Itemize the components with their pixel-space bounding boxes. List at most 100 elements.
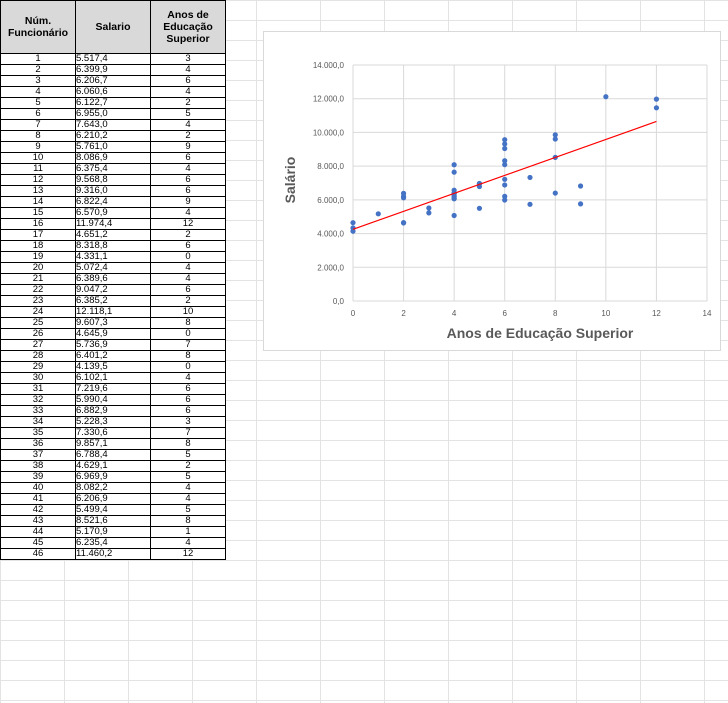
- cell-education-years[interactable]: 2: [150, 130, 226, 142]
- cell-education-years[interactable]: 6: [150, 405, 226, 417]
- cell-employee-number[interactable]: 2: [0, 64, 76, 76]
- cell-employee-number[interactable]: 22: [0, 284, 76, 296]
- cell-education-years[interactable]: 6: [150, 284, 226, 296]
- cell-education-years[interactable]: 6: [150, 394, 226, 406]
- cell-employee-number[interactable]: 44: [0, 526, 76, 538]
- cell-education-years[interactable]: 0: [150, 328, 226, 340]
- cell-salary[interactable]: 9.568,8: [75, 174, 151, 186]
- cell-salary[interactable]: 6.389,6: [75, 273, 151, 285]
- cell-salary[interactable]: 6.955,0: [75, 108, 151, 120]
- cell-salary[interactable]: 4.645,9: [75, 328, 151, 340]
- cell-education-years[interactable]: 4: [150, 207, 226, 219]
- cell-employee-number[interactable]: 7: [0, 119, 76, 131]
- cell-education-years[interactable]: 8: [150, 317, 226, 329]
- cell-salary[interactable]: 6.788,4: [75, 449, 151, 461]
- cell-salary[interactable]: 6.122,7: [75, 97, 151, 109]
- cell-education-years[interactable]: 5: [150, 504, 226, 516]
- cell-employee-number[interactable]: 38: [0, 460, 76, 472]
- cell-salary[interactable]: 9.857,1: [75, 438, 151, 450]
- cell-employee-number[interactable]: 29: [0, 361, 76, 373]
- cell-education-years[interactable]: 4: [150, 64, 226, 76]
- cell-employee-number[interactable]: 32: [0, 394, 76, 406]
- cell-salary[interactable]: 6.822,4: [75, 196, 151, 208]
- cell-salary[interactable]: 12.118,1: [75, 306, 151, 318]
- cell-employee-number[interactable]: 34: [0, 416, 76, 428]
- cell-education-years[interactable]: 9: [150, 196, 226, 208]
- cell-education-years[interactable]: 4: [150, 482, 226, 494]
- cell-education-years[interactable]: 4: [150, 86, 226, 98]
- cell-employee-number[interactable]: 45: [0, 537, 76, 549]
- cell-employee-number[interactable]: 33: [0, 405, 76, 417]
- cell-education-years[interactable]: 8: [150, 350, 226, 362]
- cell-salary[interactable]: 8.082,2: [75, 482, 151, 494]
- cell-education-years[interactable]: 4: [150, 163, 226, 175]
- cell-employee-number[interactable]: 16: [0, 218, 76, 230]
- cell-salary[interactable]: 6.882,9: [75, 405, 151, 417]
- cell-employee-number[interactable]: 10: [0, 152, 76, 164]
- cell-employee-number[interactable]: 23: [0, 295, 76, 307]
- cell-education-years[interactable]: 6: [150, 185, 226, 197]
- cell-employee-number[interactable]: 3: [0, 75, 76, 87]
- cell-salary[interactable]: 6.206,7: [75, 75, 151, 87]
- cell-salary[interactable]: 6.210,2: [75, 130, 151, 142]
- cell-employee-number[interactable]: 41: [0, 493, 76, 505]
- cell-employee-number[interactable]: 25: [0, 317, 76, 329]
- cell-employee-number[interactable]: 19: [0, 251, 76, 263]
- cell-salary[interactable]: 6.399,9: [75, 64, 151, 76]
- cell-employee-number[interactable]: 8: [0, 130, 76, 142]
- cell-education-years[interactable]: 10: [150, 306, 226, 318]
- cell-education-years[interactable]: 5: [150, 471, 226, 483]
- cell-salary[interactable]: 9.607,3: [75, 317, 151, 329]
- cell-salary[interactable]: 4.651,2: [75, 229, 151, 241]
- header-education-years[interactable]: Anos de Educação Superior: [150, 0, 226, 54]
- cell-education-years[interactable]: 5: [150, 108, 226, 120]
- cell-employee-number[interactable]: 24: [0, 306, 76, 318]
- cell-employee-number[interactable]: 43: [0, 515, 76, 527]
- cell-salary[interactable]: 8.521,6: [75, 515, 151, 527]
- cell-education-years[interactable]: 4: [150, 493, 226, 505]
- cell-education-years[interactable]: 4: [150, 119, 226, 131]
- cell-education-years[interactable]: 4: [150, 273, 226, 285]
- cell-salary[interactable]: 5.517,4: [75, 53, 151, 65]
- cell-salary[interactable]: 5.072,4: [75, 262, 151, 274]
- cell-education-years[interactable]: 8: [150, 438, 226, 450]
- cell-salary[interactable]: 5.228,3: [75, 416, 151, 428]
- cell-employee-number[interactable]: 40: [0, 482, 76, 494]
- cell-employee-number[interactable]: 14: [0, 196, 76, 208]
- cell-education-years[interactable]: 6: [150, 383, 226, 395]
- cell-education-years[interactable]: 9: [150, 141, 226, 153]
- cell-salary[interactable]: 7.330,6: [75, 427, 151, 439]
- cell-salary[interactable]: 6.570,9: [75, 207, 151, 219]
- cell-salary[interactable]: 9.047,2: [75, 284, 151, 296]
- cell-education-years[interactable]: 0: [150, 251, 226, 263]
- cell-education-years[interactable]: 12: [150, 218, 226, 230]
- cell-education-years[interactable]: 8: [150, 515, 226, 527]
- cell-salary[interactable]: 6.385,2: [75, 295, 151, 307]
- cell-education-years[interactable]: 5: [150, 449, 226, 461]
- cell-salary[interactable]: 6.206,9: [75, 493, 151, 505]
- cell-employee-number[interactable]: 13: [0, 185, 76, 197]
- cell-education-years[interactable]: 7: [150, 339, 226, 351]
- cell-salary[interactable]: 4.139,5: [75, 361, 151, 373]
- cell-salary[interactable]: 6.969,9: [75, 471, 151, 483]
- cell-education-years[interactable]: 0: [150, 361, 226, 373]
- cell-employee-number[interactable]: 4: [0, 86, 76, 98]
- cell-education-years[interactable]: 6: [150, 75, 226, 87]
- cell-employee-number[interactable]: 35: [0, 427, 76, 439]
- cell-salary[interactable]: 9.316,0: [75, 185, 151, 197]
- cell-employee-number[interactable]: 28: [0, 350, 76, 362]
- cell-employee-number[interactable]: 17: [0, 229, 76, 241]
- cell-salary[interactable]: 7.643,0: [75, 119, 151, 131]
- cell-employee-number[interactable]: 31: [0, 383, 76, 395]
- cell-employee-number[interactable]: 39: [0, 471, 76, 483]
- cell-salary[interactable]: 4.629,1: [75, 460, 151, 472]
- cell-employee-number[interactable]: 37: [0, 449, 76, 461]
- cell-education-years[interactable]: 4: [150, 262, 226, 274]
- cell-employee-number[interactable]: 18: [0, 240, 76, 252]
- cell-employee-number[interactable]: 46: [0, 548, 76, 560]
- cell-salary[interactable]: 5.736,9: [75, 339, 151, 351]
- cell-salary[interactable]: 5.170,9: [75, 526, 151, 538]
- cell-education-years[interactable]: 3: [150, 416, 226, 428]
- cell-employee-number[interactable]: 42: [0, 504, 76, 516]
- cell-salary[interactable]: 11.974,4: [75, 218, 151, 230]
